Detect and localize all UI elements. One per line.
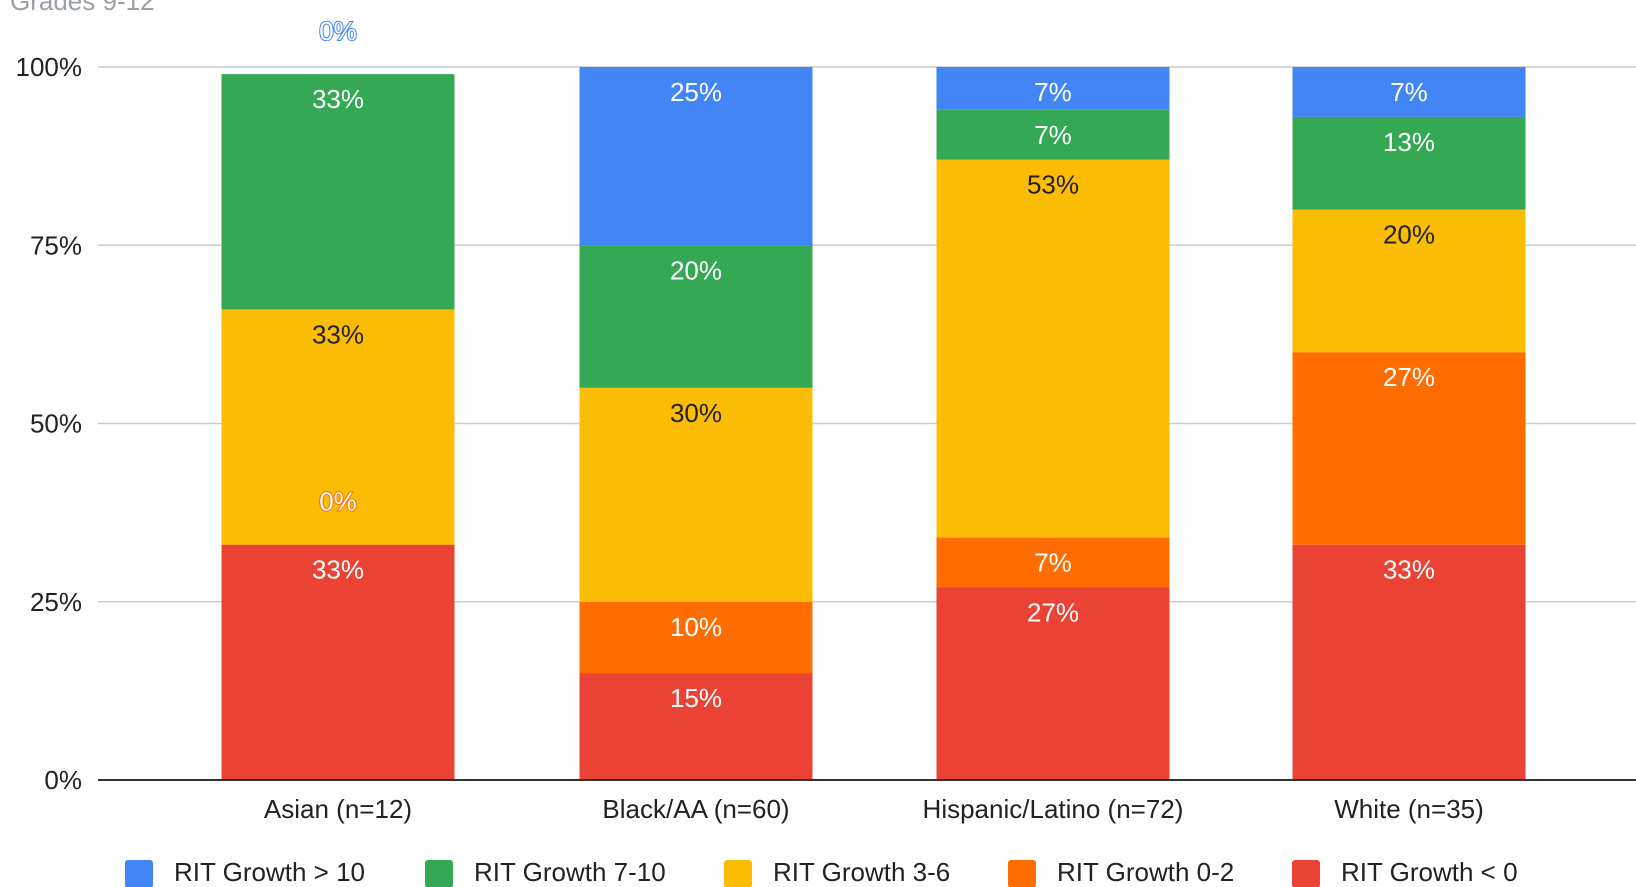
bar-segment-rit-growth-3-6 bbox=[936, 159, 1170, 538]
y-tick-label: 100% bbox=[16, 52, 83, 82]
bar-segment-rit-growth-7-10 bbox=[579, 245, 813, 388]
bars bbox=[221, 67, 1526, 780]
x-category-label: Black/AA (n=60) bbox=[602, 794, 789, 824]
legend-swatch bbox=[1008, 860, 1036, 887]
bar-segment-rit-growth-0 bbox=[936, 587, 1170, 780]
y-tick-label: 50% bbox=[30, 409, 82, 439]
bar-segment-rit-growth-7-10 bbox=[221, 74, 455, 310]
bar-segment-rit-growth-0-2 bbox=[579, 601, 813, 674]
legend-swatch bbox=[724, 860, 752, 887]
legend-swatch bbox=[425, 860, 453, 887]
legend: RIT Growth > 10 RIT Growth 7-10 RIT Growth… bbox=[125, 857, 1518, 887]
bar-segment-rit-growth-7-10 bbox=[936, 109, 1170, 160]
legend-item-rit-growth-10: RIT Growth > 10 bbox=[125, 857, 365, 887]
bar-segment-rit-growth-10 bbox=[579, 67, 813, 246]
x-category-label: White (n=35) bbox=[1334, 794, 1484, 824]
legend-item-rit-growth-0: RIT Growth < 0 bbox=[1292, 857, 1518, 887]
data-label: 7% bbox=[1034, 120, 1072, 150]
bar-segment-rit-growth-0 bbox=[1292, 544, 1526, 780]
data-label: 7% bbox=[1034, 548, 1072, 578]
data-label: 53% bbox=[1027, 170, 1079, 200]
bar-segment-rit-growth-0-2 bbox=[936, 537, 1170, 588]
data-label: 33% bbox=[312, 84, 364, 114]
data-label: 33% bbox=[1383, 555, 1435, 585]
bar-segment-rit-growth-0-2 bbox=[1292, 352, 1526, 545]
data-label: 7% bbox=[1034, 77, 1072, 107]
data-label: 10% bbox=[670, 612, 722, 642]
legend-item-rit-growth-7-10: RIT Growth 7-10 bbox=[425, 857, 666, 887]
data-label: 7% bbox=[1390, 77, 1428, 107]
data-label: 0% bbox=[319, 16, 357, 46]
data-label: 15% bbox=[670, 683, 722, 713]
bar-segment-rit-growth-3-6 bbox=[579, 387, 813, 602]
data-label: 30% bbox=[670, 398, 722, 428]
x-category-label: Asian (n=12) bbox=[264, 794, 412, 824]
bar-segment-rit-growth-0 bbox=[221, 544, 455, 780]
data-label: 33% bbox=[312, 555, 364, 585]
data-label: 25% bbox=[670, 77, 722, 107]
legend-item-rit-growth-3-6: RIT Growth 3-6 bbox=[724, 857, 950, 887]
y-tick-label: 75% bbox=[30, 230, 82, 260]
bar-segment-rit-growth-3-6 bbox=[1292, 209, 1526, 353]
legend-swatch bbox=[1292, 860, 1320, 887]
data-label: 13% bbox=[1383, 127, 1435, 157]
bar-segment-rit-growth-10 bbox=[1292, 67, 1526, 117]
bar-segment-rit-growth-3-6 bbox=[221, 309, 455, 545]
bar-segment-rit-growth-7-10 bbox=[1292, 116, 1526, 210]
data-label: 27% bbox=[1383, 362, 1435, 392]
axes: 0% 25% 50% 75% 100% Asian (n=12) Black/AA (n=6… bbox=[16, 52, 1636, 824]
y-tick-label: 25% bbox=[30, 587, 82, 617]
data-label: 20% bbox=[670, 255, 722, 285]
chart-subtitle: Grades 9-12 bbox=[10, 0, 155, 16]
y-tick-label: 0% bbox=[44, 765, 82, 795]
legend-swatch bbox=[125, 860, 153, 887]
legend-label: RIT Growth > 10 bbox=[174, 857, 365, 887]
legend-item-rit-growth-0-2: RIT Growth 0-2 bbox=[1008, 857, 1234, 887]
data-label: 0% bbox=[319, 487, 357, 517]
legend-label: RIT Growth < 0 bbox=[1341, 857, 1518, 887]
legend-label: RIT Growth 7-10 bbox=[474, 857, 666, 887]
bar-segment-rit-growth-0 bbox=[579, 673, 813, 780]
data-label: 33% bbox=[312, 319, 364, 349]
data-label: 27% bbox=[1027, 597, 1079, 627]
bar-segment-rit-growth-10 bbox=[936, 67, 1170, 110]
data-label: 20% bbox=[1383, 220, 1435, 250]
legend-label: RIT Growth 3-6 bbox=[773, 857, 950, 887]
legend-label: RIT Growth 0-2 bbox=[1057, 857, 1234, 887]
x-category-label: Hispanic/Latino (n=72) bbox=[923, 794, 1184, 824]
data-labels: 33% 0% 33% 33% 0% 15% 10% 30% 20% 25% 27% 7% 53% 7% 7%… bbox=[312, 15, 1435, 713]
